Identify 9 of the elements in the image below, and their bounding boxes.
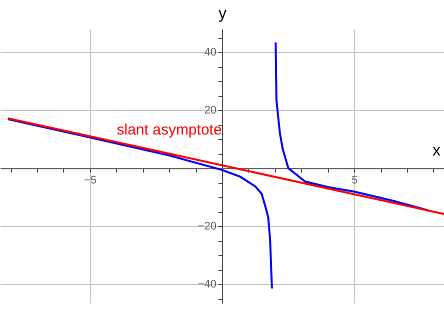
y-axis-title: y (218, 6, 226, 22)
y-tick-label: 20 (204, 104, 216, 117)
y-tick-label: 40 (204, 46, 216, 59)
y-tick-label: −40 (198, 278, 216, 291)
x-tick-label: −5 (84, 174, 97, 187)
x-tick-label: 5 (352, 174, 358, 187)
x-axis-title: x (432, 142, 440, 160)
y-tick-label: −20 (198, 220, 216, 233)
series-label: slant asymptote (116, 122, 222, 139)
